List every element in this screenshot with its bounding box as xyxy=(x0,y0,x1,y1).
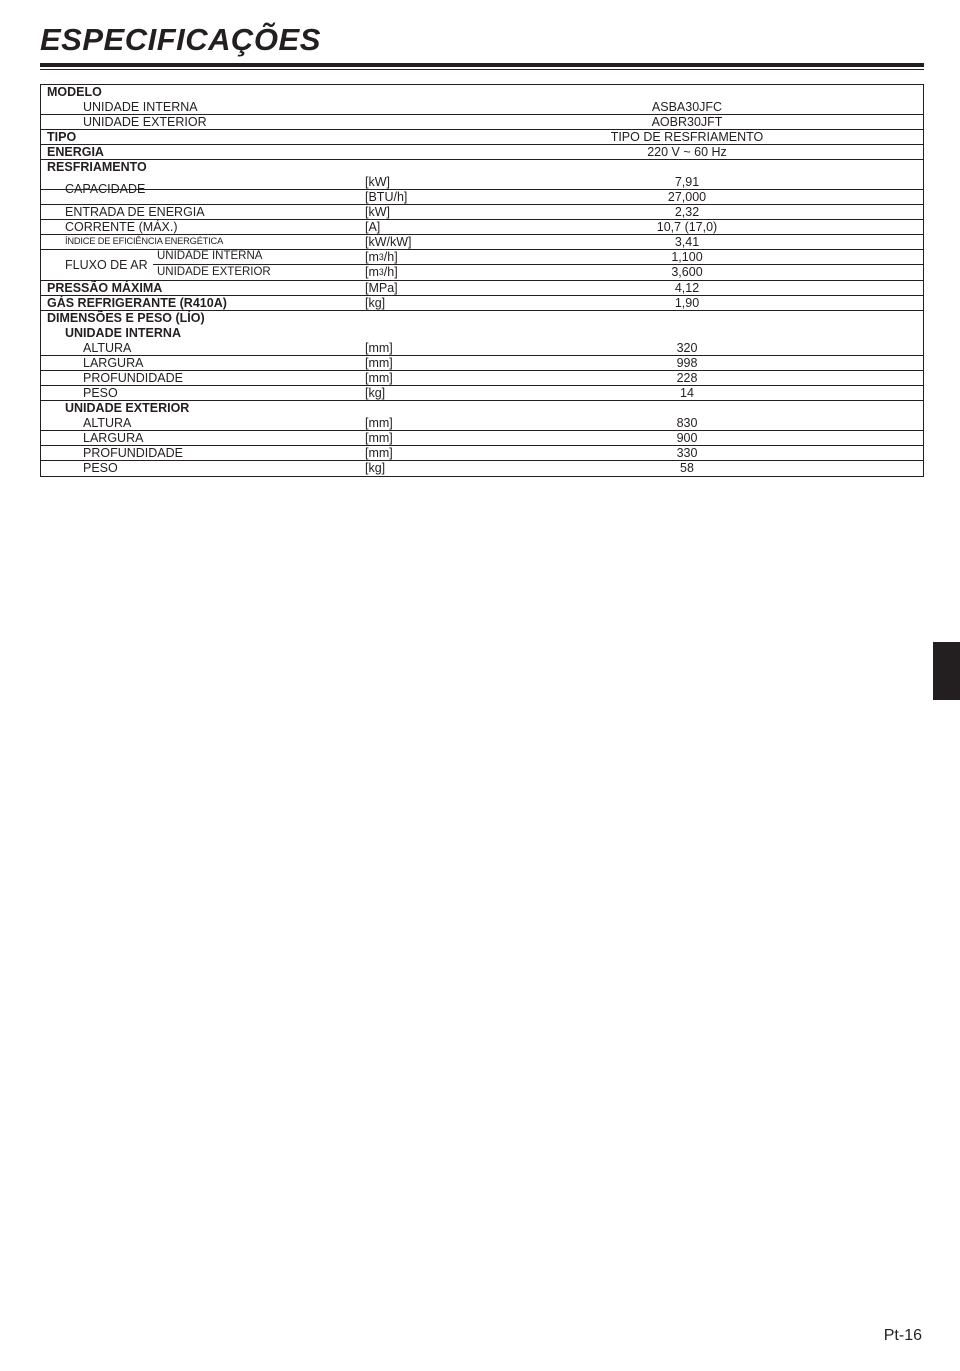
tipo-value: TIPO DE RESFRIAMENTO xyxy=(451,130,923,144)
eer-label: ÍNDICE DE EFICIÊNCIA ENERGÉTICA xyxy=(41,235,361,249)
capacidade-btu-value: 27,000 xyxy=(451,190,923,204)
page-title: ESPECIFICAÇÕES xyxy=(40,24,924,57)
ext-profundidade-unit: [mm] xyxy=(361,446,451,460)
row-entrada-energia: ENTRADA DE ENERGIA [kW] 2,32 xyxy=(41,205,923,220)
capacidade-btu-unit: [BTU/h] xyxy=(361,190,451,204)
corrente-unit: [A] xyxy=(361,220,451,234)
int-profundidade-label: PROFUNDIDADE xyxy=(41,371,361,385)
ext-altura-unit: [mm] xyxy=(361,416,451,430)
capacidade-label: CAPACIDADE xyxy=(41,175,361,189)
fluxo-int-unit: [m3/h] xyxy=(361,250,451,264)
corrente-value: 10,7 (17,0) xyxy=(451,220,923,234)
ext-largura-value: 900 xyxy=(451,431,923,445)
eer-unit: [kW/kW] xyxy=(361,235,451,249)
energia-value: 220 V ~ 60 Hz xyxy=(451,145,923,159)
row-fluxo-int: UNIDADE INTERNA [m3/h] 1,100 xyxy=(153,250,923,265)
fluxo-ext-label: UNIDADE EXTERIOR xyxy=(153,265,361,280)
row-int-peso: PESO [kg] 14 xyxy=(41,386,923,401)
int-profundidade-value: 228 xyxy=(451,371,923,385)
row-fluxo-ext: UNIDADE EXTERIOR [m3/h] 3,600 xyxy=(153,265,923,280)
resfriamento-label: RESFRIAMENTO xyxy=(41,160,923,175)
modelo-label: MODELO xyxy=(41,85,923,100)
int-peso-value: 14 xyxy=(451,386,923,400)
ext-largura-unit: [mm] xyxy=(361,431,451,445)
row-energia: ENERGIA 220 V ~ 60 Hz xyxy=(41,145,923,160)
dim-int-label: UNIDADE INTERNA xyxy=(41,326,923,341)
entrada-energia-unit: [kW] xyxy=(361,205,451,219)
pressao-label: PRESSÃO MÁXIMA xyxy=(41,281,361,295)
row-capacidade-btu: [BTU/h] 27,000 xyxy=(41,190,923,205)
int-largura-label: LARGURA xyxy=(41,356,361,370)
fluxo-int-value: 1,100 xyxy=(451,250,923,264)
row-fluxo-de-ar: FLUXO DE AR UNIDADE INTERNA [m3/h] 1,100… xyxy=(41,250,923,281)
entrada-energia-label: ENTRADA DE ENERGIA xyxy=(41,205,361,219)
tipo-label: TIPO xyxy=(41,130,451,144)
gas-value: 1,90 xyxy=(451,296,923,310)
int-altura-value: 320 xyxy=(451,341,923,355)
pressao-unit: [MPa] xyxy=(361,281,451,295)
row-ext-largura: LARGURA [mm] 900 xyxy=(41,431,923,446)
gas-unit: [kg] xyxy=(361,296,451,310)
unidade-interna-label: UNIDADE INTERNA xyxy=(41,100,451,114)
ext-altura-value: 830 xyxy=(451,416,923,430)
ext-peso-label: PESO xyxy=(41,461,361,476)
corrente-label: CORRENTE (MÁX.) xyxy=(41,220,361,234)
eer-value: 3,41 xyxy=(451,235,923,249)
row-unidade-exterior-model: UNIDADE EXTERIOR AOBR30JFT xyxy=(41,115,923,130)
dim-ext-label: UNIDADE EXTERIOR xyxy=(41,401,923,416)
fluxo-label: FLUXO DE AR xyxy=(41,250,153,280)
unidade-interna-value: ASBA30JFC xyxy=(451,100,923,114)
side-tab xyxy=(933,642,960,700)
ext-peso-value: 58 xyxy=(451,461,923,476)
row-unidade-interna-model: UNIDADE INTERNA ASBA30JFC xyxy=(41,100,923,115)
ext-altura-label: ALTURA xyxy=(41,416,361,430)
ext-largura-label: LARGURA xyxy=(41,431,361,445)
row-dim-int: UNIDADE INTERNA xyxy=(41,326,923,341)
entrada-energia-value: 2,32 xyxy=(451,205,923,219)
energia-label: ENERGIA xyxy=(41,145,451,159)
row-ext-profundidade: PROFUNDIDADE [mm] 330 xyxy=(41,446,923,461)
row-dimensoes: DIMENSÕES E PESO (LÍO) xyxy=(41,311,923,326)
pressao-value: 4,12 xyxy=(451,281,923,295)
capacidade-kw-value: 7,91 xyxy=(451,175,923,189)
spec-table: MODELO UNIDADE INTERNA ASBA30JFC UNIDADE… xyxy=(40,84,924,477)
row-corrente: CORRENTE (MÁX.) [A] 10,7 (17,0) xyxy=(41,220,923,235)
ext-profundidade-value: 330 xyxy=(451,446,923,460)
row-ext-altura: ALTURA [mm] 830 xyxy=(41,416,923,431)
row-dim-ext: UNIDADE EXTERIOR xyxy=(41,401,923,416)
row-int-largura: LARGURA [mm] 998 xyxy=(41,356,923,371)
row-int-profundidade: PROFUNDIDADE [mm] 228 xyxy=(41,371,923,386)
row-pressao: PRESSÃO MÁXIMA [MPa] 4,12 xyxy=(41,281,923,296)
int-altura-unit: [mm] xyxy=(361,341,451,355)
ext-profundidade-label: PROFUNDIDADE xyxy=(41,446,361,460)
row-modelo: MODELO xyxy=(41,85,923,100)
row-resfriamento: RESFRIAMENTO xyxy=(41,160,923,175)
row-tipo: TIPO TIPO DE RESFRIAMENTO xyxy=(41,130,923,145)
row-gas: GÁS REFRIGERANTE (R410A) [kg] 1,90 xyxy=(41,296,923,311)
row-ext-peso: PESO [kg] 58 xyxy=(41,461,923,476)
capacidade-kw-unit: [kW] xyxy=(361,175,451,189)
int-largura-value: 998 xyxy=(451,356,923,370)
unidade-exterior-label: UNIDADE EXTERIOR xyxy=(41,115,451,129)
int-profundidade-unit: [mm] xyxy=(361,371,451,385)
ext-peso-unit: [kg] xyxy=(361,461,451,476)
row-capacidade-kw: CAPACIDADE [kW] 7,91 xyxy=(41,175,923,190)
int-peso-label: PESO xyxy=(41,386,361,400)
spec-page: ESPECIFICAÇÕES MODELO UNIDADE INTERNA AS… xyxy=(0,0,960,1371)
dimensoes-label: DIMENSÕES E PESO (LÍO) xyxy=(41,311,923,326)
row-eer: ÍNDICE DE EFICIÊNCIA ENERGÉTICA [kW/kW] … xyxy=(41,235,923,250)
gas-label: GÁS REFRIGERANTE (R410A) xyxy=(41,296,361,310)
int-altura-label: ALTURA xyxy=(41,341,361,355)
row-int-altura: ALTURA [mm] 320 xyxy=(41,341,923,356)
int-largura-unit: [mm] xyxy=(361,356,451,370)
title-rule xyxy=(40,63,924,70)
fluxo-ext-unit: [m3/h] xyxy=(361,265,451,280)
fluxo-ext-value: 3,600 xyxy=(451,265,923,280)
unidade-exterior-value: AOBR30JFT xyxy=(451,115,923,129)
fluxo-int-label: UNIDADE INTERNA xyxy=(153,250,361,264)
page-number: Pt-16 xyxy=(884,1327,922,1345)
int-peso-unit: [kg] xyxy=(361,386,451,400)
